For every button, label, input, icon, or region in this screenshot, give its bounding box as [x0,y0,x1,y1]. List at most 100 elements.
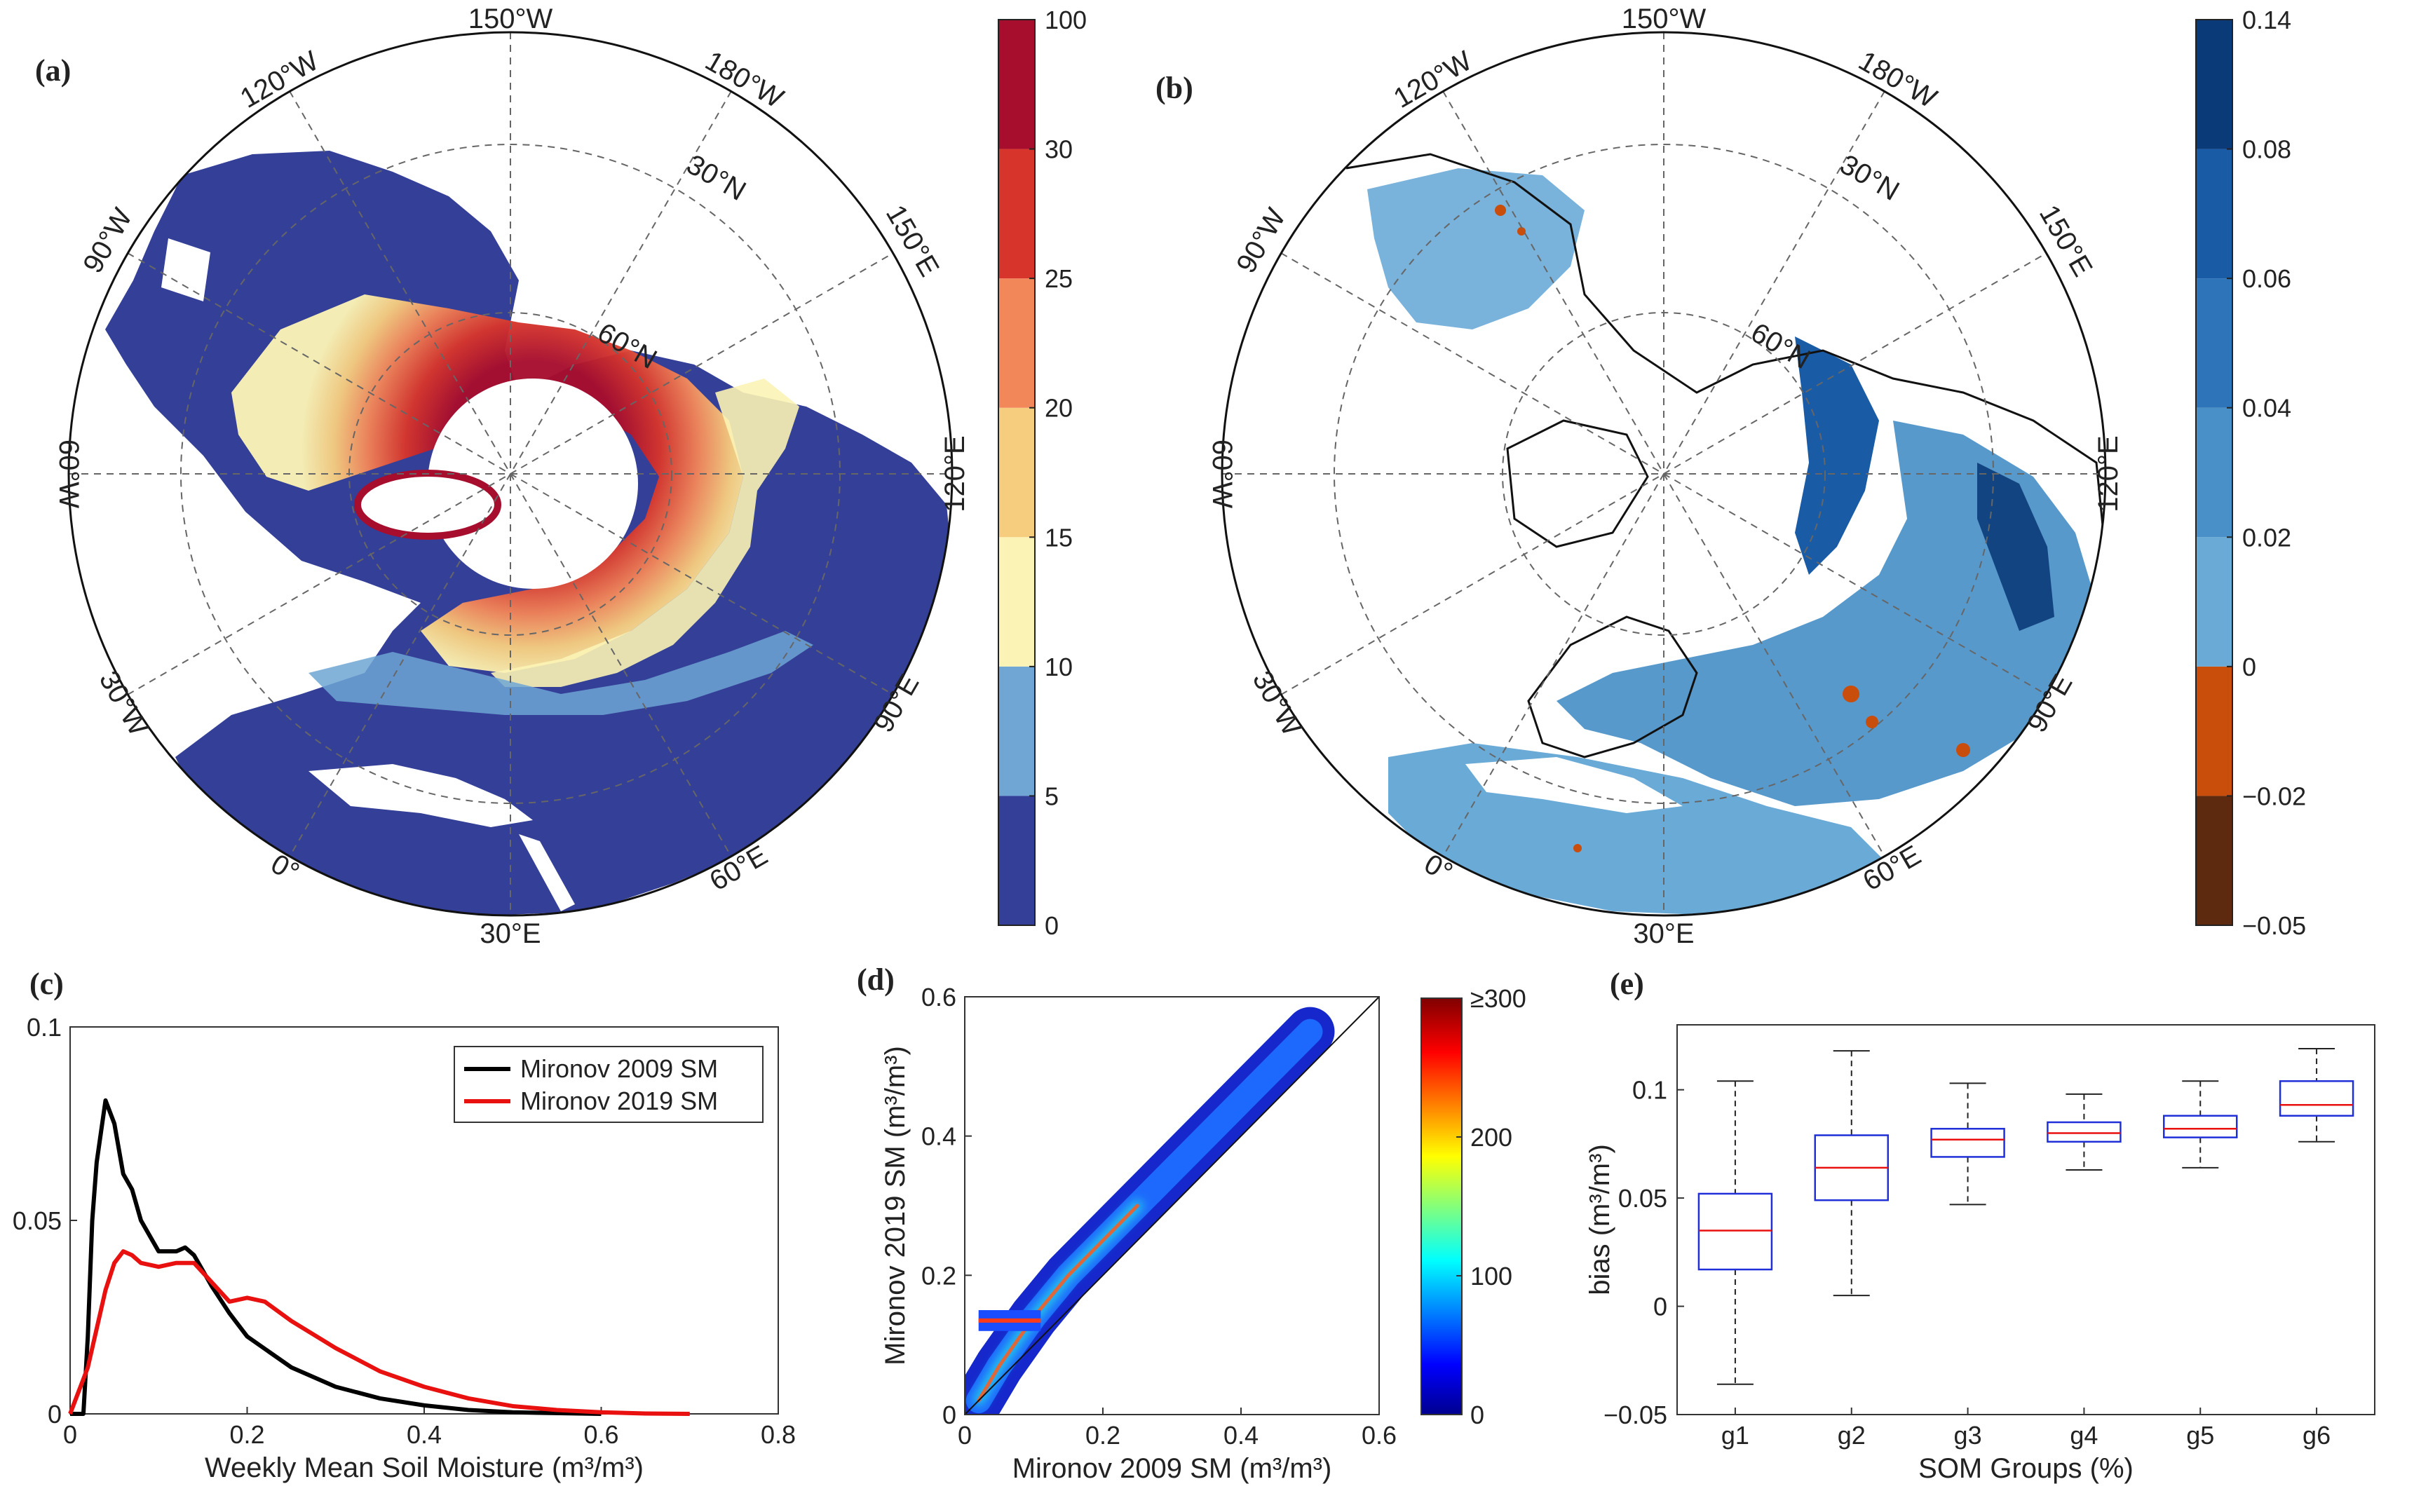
plot-c-legend-box [454,1046,764,1123]
colorbar-segment [2196,278,2232,408]
label-90w: 90°W [77,203,138,278]
colorbar-tick-label: 0 [2242,653,2256,681]
label-120e: 120°E [2093,435,2124,512]
map-b-europe-outline [1527,615,1698,758]
label-60w: 60°W [53,440,84,508]
colorbar-border [998,19,1036,926]
label-90w: 90°W [1230,203,1291,278]
label-30w: 30°W [1247,666,1308,741]
panel-b-label: (b) [1155,71,1193,105]
map-b-negative-spot [1956,743,1970,757]
plot-c-xtick-label: 0.2 [229,1420,264,1449]
map-b-eurasia [1557,421,2096,806]
plot-e-box-g2 [1814,1050,1889,1297]
colorbar-tick-label: 0.06 [2242,264,2291,293]
plot-d-xlabel: Mironov 2009 SM (m³/m³) [1012,1453,1332,1484]
plot-d-ylabel: Mironov 2019 SM (m³/m³) [880,1046,911,1365]
map-b-east-strip [1977,463,2054,631]
label-30w: 30°W [93,666,154,741]
plot-e-xtick-label: g5 [2186,1421,2214,1450]
map-a-red-sea [519,834,575,911]
plot-c-ytick-label: 0 [48,1400,62,1429]
plot-d-ytick-label: 0.2 [921,1261,956,1290]
plot-c-series-2 [68,1249,690,1416]
plot-e-box-g3 [1930,1082,2005,1206]
label-60n: 60°N [1746,317,1815,375]
label-60w: 60°W [1207,440,1237,508]
colorbar-tick-label: 0.08 [2242,135,2291,164]
plot-e-iqr-box [1930,1128,2005,1158]
plot-d-xtick-label: 0.6 [1362,1421,1397,1450]
label-180w: 180°W [1853,46,1942,114]
colorbar-segment [2196,537,2232,667]
label-30e: 30°E [480,918,541,949]
panel-a-soil-organic-matter-map: (a) 15 0 [35,4,1087,949]
plot-e-iqr-box [2047,1121,2122,1143]
label-120e: 120°E [940,435,970,512]
plot-e-area: −0.05 0 0.05 0.1 g1 g2 g3 g4 g5 g6 SOM Groups (%) b… [1585,1024,2375,1484]
map-b-negative-spot [1843,686,1859,702]
colorbar-segment [2196,20,2232,149]
label-30e: 30°E [1633,918,1694,949]
colorbar-tick-label: 15 [1045,523,1073,552]
plot-e-ytick-label: −0.05 [1603,1401,1667,1429]
plot-c-ytick-label: 0.1 [27,1013,62,1042]
plot-e-xtick-label: g2 [1838,1421,1866,1450]
plot-c-legend-entry: Mironov 2019 SM [520,1087,718,1115]
colorbar-tick-label: 100 [1045,6,1087,34]
plot-d-ytick-label: 0 [942,1401,956,1429]
colorbar-segment [998,666,1035,796]
map-a-frame [67,31,954,917]
colorbar-tick-label: 0.14 [2242,6,2291,34]
plot-e-xtick-label: g6 [2303,1421,2331,1450]
map-a-mediterranean [308,764,533,827]
colorbar-tick-label: 0 [1045,911,1059,940]
colorbar-segment [998,20,1035,149]
plot-d-xtick-label: 0 [958,1421,972,1450]
plot-d-xtick-label: 0.2 [1085,1421,1120,1450]
colorbar-tick-label: 30 [1045,135,1073,164]
plot-e-box-g1 [1697,1080,1773,1385]
panel-d-label: (d) [857,962,895,997]
colorbar-tick-label: −0.05 [2242,911,2306,940]
colorbar-tick-label: 5 [1045,782,1059,810]
plot-e-iqr-box [2279,1080,2354,1117]
plot-d-colorbar-tick-label: ≥300 [1470,984,1526,1013]
colorbar-segment [998,407,1035,538]
map-a-arctic-ring [231,294,743,673]
plot-d-xtick-label: 0.4 [1223,1421,1259,1450]
plot-d-one-to-one-line [964,996,1380,1415]
panel-a-label: (a) [35,53,71,88]
plot-e-ylabel: bias (m³/m³) [1585,1144,1615,1295]
plot-d-colorbar-tick-label: 200 [1470,1123,1512,1152]
colorbar-segment [2196,149,2232,279]
plot-c-legend-entry: Mironov 2009 SM [520,1054,718,1083]
plot-c-xtick-label: 0.8 [761,1420,796,1449]
plot-d-colorbar [1420,997,1463,1415]
colorbar-b: −0.05 −0.02 0 0.02 0.04 0.06 0.08 0.14 [2195,6,2306,940]
colorbar-tick-label: 10 [1045,653,1073,681]
plot-d-density-peak [977,1204,1139,1403]
map-b-mediterranean [1465,757,1683,813]
panel-e-boxplot: (e) −0.05 0 0.05 0.1 g1 g2 g3 g4 g5 g6 SOM Groups … [1585,967,2375,1484]
map-a-boreal-band [491,379,799,687]
plot-e-xlabel: SOM Groups (%) [1918,1453,2134,1484]
colorbar-a: 0 5 10 15 20 25 30 100 [998,6,1087,940]
panel-c-density-plot: (c) 0 0.2 0.4 0.6 0.8 0 0.05 0.1 Weekly Mean Soi… [13,967,796,1483]
label-150e: 150°E [2033,200,2098,282]
plot-d-colorbar-tick-label: 0 [1470,1401,1484,1429]
colorbar-tick-label: −0.02 [2242,782,2306,810]
colorbar-segment [998,537,1035,667]
colorbar-tick-label: 25 [1045,264,1073,293]
label-180w: 180°W [700,46,789,114]
plot-c-xlabel: Weekly Mean Soil Moisture (m³/m³) [205,1452,644,1483]
colorbar-tick-label: 20 [1045,394,1073,423]
plot-e-axes-box [1676,1024,2375,1415]
label-150w: 150°W [468,4,553,34]
colorbar-segment [998,796,1035,925]
colorbar-segment [998,149,1035,279]
map-b-negative-spot [1517,227,1526,236]
plot-d-ytick-label: 0.4 [921,1122,956,1151]
plot-c-xtick-label: 0 [63,1420,77,1449]
